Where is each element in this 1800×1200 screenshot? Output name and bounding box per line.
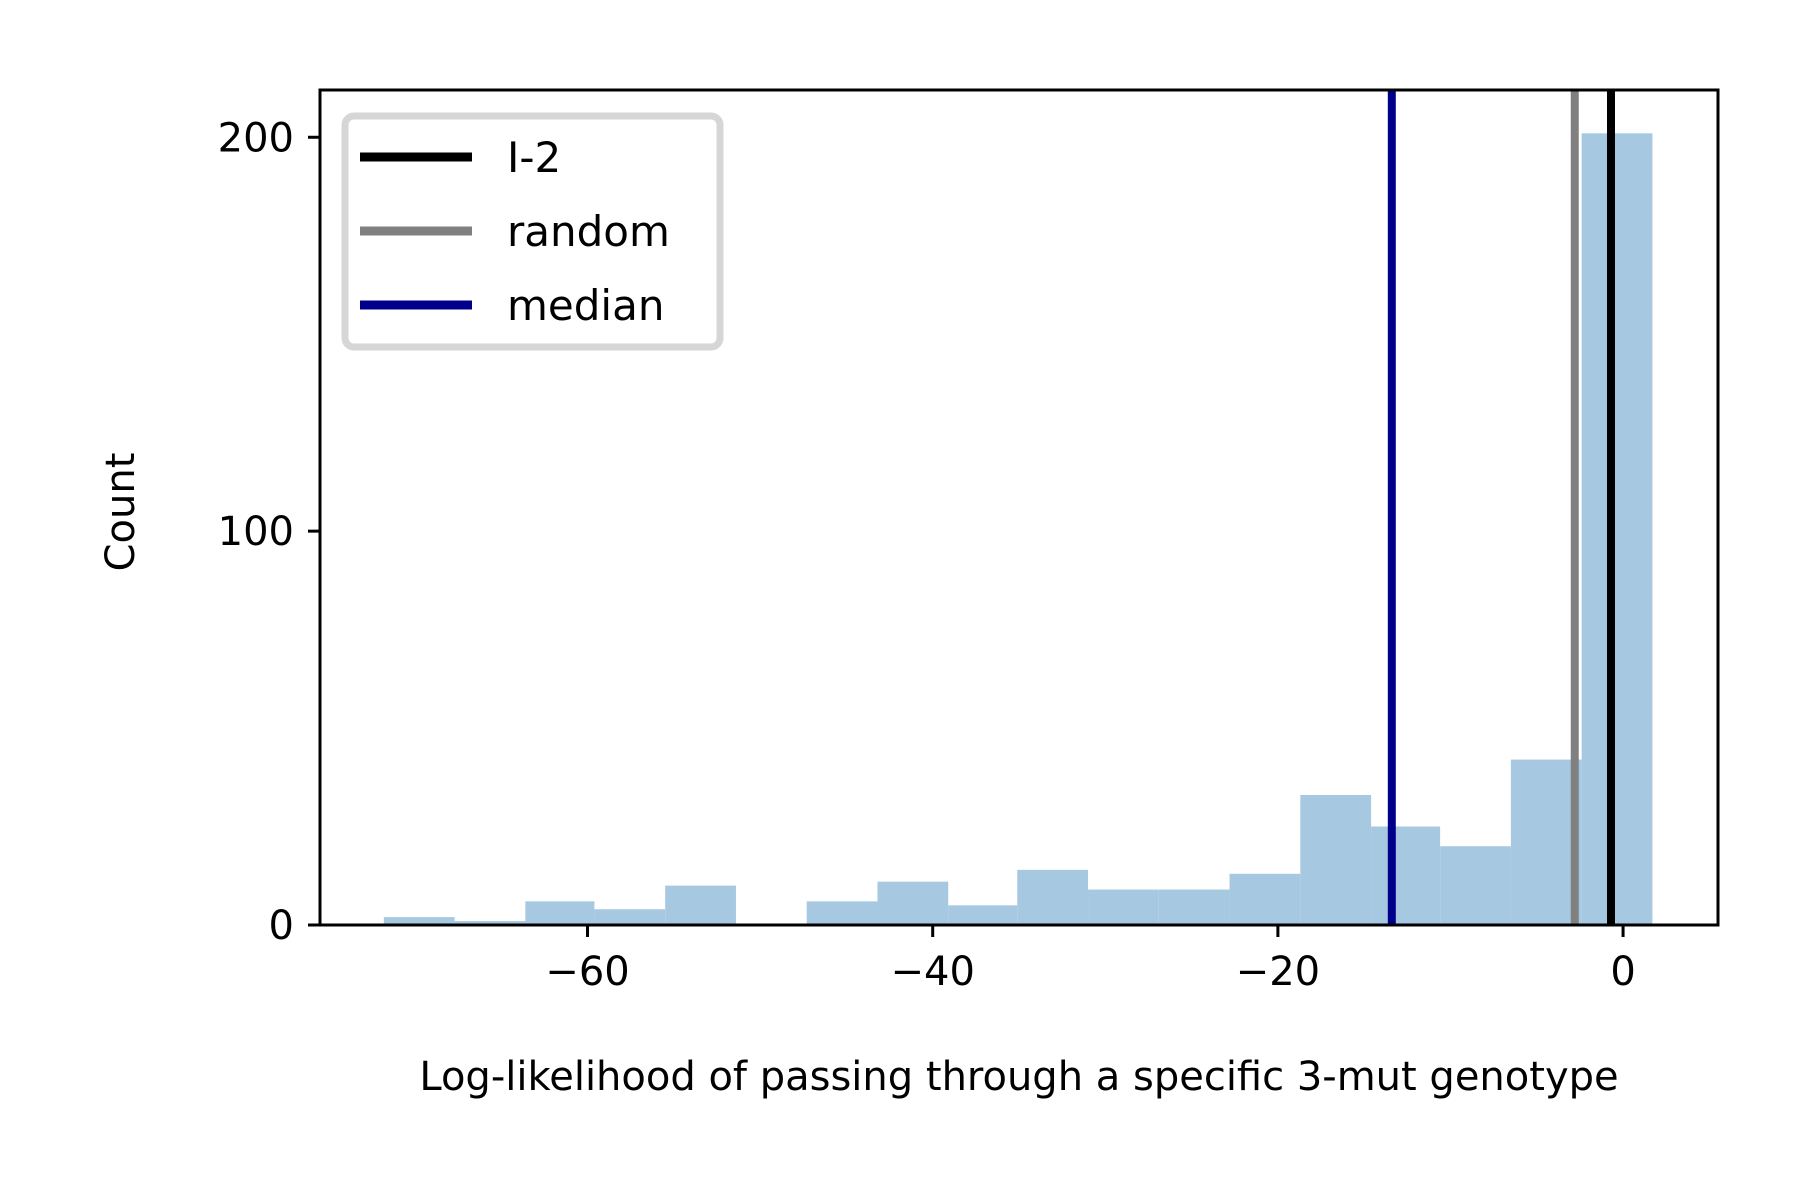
- histogram-bar-7: [877, 881, 949, 925]
- reference-lines: [1387, 90, 1615, 925]
- histogram-bar-8: [948, 905, 1018, 925]
- histogram-bar-13: [1300, 795, 1372, 925]
- histogram-bar-9: [1017, 869, 1089, 925]
- y-tick-label: 0: [269, 903, 294, 949]
- x-tick-label: −60: [545, 949, 629, 995]
- legend-box: [341, 112, 724, 351]
- histogram-bar-15: [1440, 846, 1511, 925]
- histogram-bar-3: [594, 909, 666, 925]
- x-axis-ticks: −60 −40 −20 0: [545, 925, 1636, 995]
- x-tick-label: −40: [890, 949, 974, 995]
- histogram-bar-12: [1229, 873, 1301, 925]
- histogram-bar-16: [1510, 759, 1582, 925]
- histogram-bar-0: [383, 917, 455, 925]
- histogram-bar-6: [806, 901, 878, 925]
- y-tick-label: 200: [218, 115, 294, 161]
- legend-label-median: median: [507, 281, 664, 330]
- histogram-bar-4: [665, 885, 736, 925]
- histogram-bar-2: [525, 901, 595, 925]
- histogram-bar-11: [1158, 889, 1230, 925]
- plot-frame: [318, 88, 1720, 927]
- legend-label-random: random: [507, 207, 670, 256]
- legend: I-2 random median: [341, 112, 724, 351]
- y-axis-ticks: 0 100 200: [218, 115, 320, 949]
- x-axis-label: Log-likelihood of passing through a spec…: [419, 1054, 1618, 1100]
- histogram-bars: [383, 133, 1653, 926]
- legend-label-i-2: I-2: [507, 133, 561, 182]
- x-tick-label: −20: [1236, 949, 1320, 995]
- histogram-bar-17: [1581, 133, 1653, 926]
- histogram-bar-14: [1371, 826, 1441, 925]
- y-axis-label: Count: [98, 453, 144, 572]
- histogram-bar-10: [1088, 889, 1159, 925]
- histogram-bar-1: [454, 921, 526, 925]
- y-tick-label: 100: [218, 509, 294, 555]
- x-tick-label: 0: [1610, 949, 1635, 995]
